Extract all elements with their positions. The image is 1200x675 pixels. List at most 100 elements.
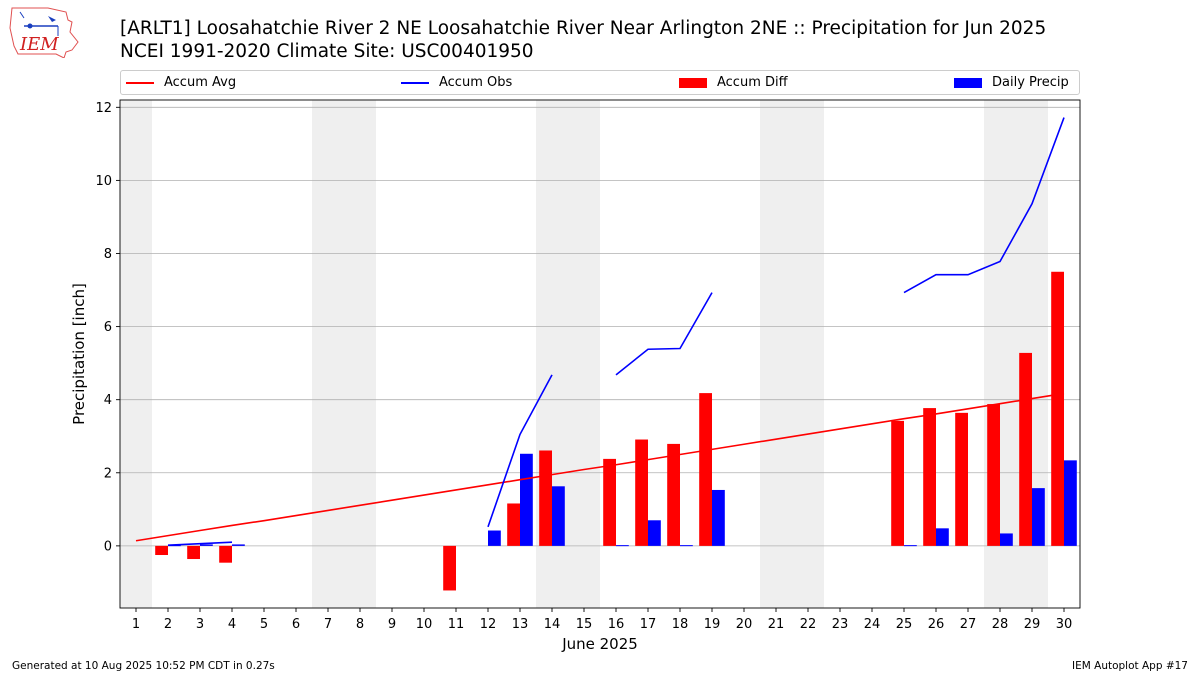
x-tick-label-1: 1: [132, 617, 140, 632]
bar-accum-diff-25: [891, 420, 904, 546]
legend-swatch-daily-precip: [954, 77, 982, 88]
bar-daily-precip-30: [1064, 460, 1077, 546]
weekend-shade-1: [120, 100, 152, 608]
legend-swatch-accum-diff: [679, 77, 707, 88]
y-tick-label-10: 10: [95, 174, 112, 189]
bar-accum-diff-16: [603, 458, 616, 546]
svg-text:IEM: IEM: [19, 34, 59, 55]
x-tick-label-12: 12: [480, 617, 497, 632]
bar-accum-diff-3: [187, 545, 200, 560]
y-tick-label-12: 12: [95, 101, 112, 116]
chart-title: [ARLT1] Loosahatchie River 2 NE Loosahat…: [120, 18, 1047, 39]
plot-frame: [119, 99, 1081, 609]
bar-daily-precip-18: [680, 545, 693, 547]
x-tick-label-18: 18: [672, 617, 689, 632]
bar-accum-diff-13: [507, 503, 520, 546]
line-accum-avg-segment-1: [135, 392, 1065, 542]
x-tick-label-20: 20: [736, 617, 753, 632]
x-tick-label-8: 8: [356, 617, 364, 632]
bar-daily-precip-12: [488, 530, 501, 546]
bar-accum-diff-14: [539, 450, 552, 546]
bar-daily-precip-16: [616, 545, 629, 547]
x-tick-label-2: 2: [164, 617, 172, 632]
bar-accum-diff-4: [219, 545, 232, 563]
x-tick-label-6: 6: [292, 617, 300, 632]
bar-accum-diff-30: [1051, 271, 1064, 546]
y-tick-label-8: 8: [104, 247, 112, 262]
x-tick-label-3: 3: [196, 617, 204, 632]
legend-label-accum-diff: Accum Diff: [717, 75, 788, 90]
x-tick-label-27: 27: [960, 617, 977, 632]
weekend-shade-8: [344, 100, 376, 608]
legend-label-accum-obs: Accum Obs: [439, 75, 513, 90]
bar-daily-precip-4: [232, 544, 245, 546]
x-axis-label: June 2025: [561, 635, 638, 653]
y-tick-label-6: 6: [104, 320, 112, 335]
x-tick-label-15: 15: [576, 617, 593, 632]
x-tick-label-11: 11: [448, 617, 465, 632]
weekend-shade-21: [760, 100, 792, 608]
y-tick-label-2: 2: [104, 466, 112, 481]
x-tick-label-17: 17: [640, 617, 657, 632]
bar-daily-precip-29: [1032, 488, 1045, 546]
chart-subtitle: NCEI 1991-2020 Climate Site: USC00401950: [120, 41, 534, 62]
x-tick-label-9: 9: [388, 617, 396, 632]
chart-legend: Accum Avg Accum Obs Accum Diff Daily Pre…: [120, 70, 1080, 95]
bar-accum-diff-17: [635, 439, 648, 546]
bar-accum-diff-18: [667, 443, 680, 546]
x-tick-label-14: 14: [544, 617, 561, 632]
x-tick-label-13: 13: [512, 617, 529, 632]
x-tick-label-10: 10: [416, 617, 433, 632]
x-tick-label-28: 28: [992, 617, 1009, 632]
x-tick-label-22: 22: [800, 617, 817, 632]
legend-swatch-accum-obs: [401, 81, 429, 84]
bar-accum-diff-11: [443, 545, 456, 591]
bar-accum-diff-28: [987, 404, 1000, 546]
app-note: IEM Autoplot App #17: [1072, 660, 1188, 672]
bar-accum-diff-2: [155, 545, 168, 556]
legend-item-accum-diff: Accum Diff: [679, 74, 788, 92]
bar-daily-precip-3: [200, 544, 213, 546]
x-tick-label-25: 25: [896, 617, 913, 632]
x-tick-label-23: 23: [832, 617, 849, 632]
bar-accum-diff-29: [1019, 352, 1032, 546]
x-tick-label-30: 30: [1056, 617, 1073, 632]
x-tick-label-24: 24: [864, 617, 881, 632]
x-tick-label-16: 16: [608, 617, 625, 632]
line-accum-obs-segment-4: [903, 117, 1065, 294]
bar-accum-diff-19: [699, 393, 712, 546]
bar-daily-precip-26: [936, 528, 949, 546]
y-tick-label-4: 4: [104, 393, 112, 408]
x-tick-label-21: 21: [768, 617, 785, 632]
x-tick-label-19: 19: [704, 617, 721, 632]
line-accum-obs-segment-1: [167, 541, 233, 546]
legend-item-accum-avg: Accum Avg: [126, 74, 236, 92]
iem-logo: IEM: [9, 7, 79, 58]
bar-daily-precip-13: [520, 453, 533, 546]
bar-daily-precip-25: [904, 545, 917, 547]
x-tick-label-5: 5: [260, 617, 268, 632]
bar-daily-precip-14: [552, 486, 565, 546]
y-axis-label: Precipitation [inch]: [70, 283, 88, 425]
x-tick-label-4: 4: [228, 617, 236, 632]
legend-swatch-accum-avg: [126, 81, 154, 84]
legend-label-accum-avg: Accum Avg: [164, 75, 237, 90]
bar-daily-precip-28: [1000, 533, 1013, 546]
legend-item-accum-obs: Accum Obs: [401, 74, 512, 92]
weekend-shade-22: [792, 100, 824, 608]
line-accum-obs-segment-2: [487, 374, 553, 528]
weekend-shade-7: [312, 100, 344, 608]
bar-accum-diff-26: [923, 408, 936, 546]
line-accum-obs-segment-3: [615, 292, 713, 376]
bar-daily-precip-19: [712, 489, 725, 546]
bar-daily-precip-17: [648, 520, 661, 546]
bar-accum-diff-27: [955, 412, 968, 546]
x-tick-label-7: 7: [324, 617, 332, 632]
legend-label-daily-precip: Daily Precip: [992, 75, 1069, 90]
generated-note: Generated at 10 Aug 2025 10:52 PM CDT in…: [12, 660, 275, 672]
x-tick-label-26: 26: [928, 617, 945, 632]
x-tick-label-29: 29: [1024, 617, 1041, 632]
y-tick-label-0: 0: [104, 539, 112, 554]
legend-item-daily-precip: Daily Precip: [954, 74, 1069, 92]
